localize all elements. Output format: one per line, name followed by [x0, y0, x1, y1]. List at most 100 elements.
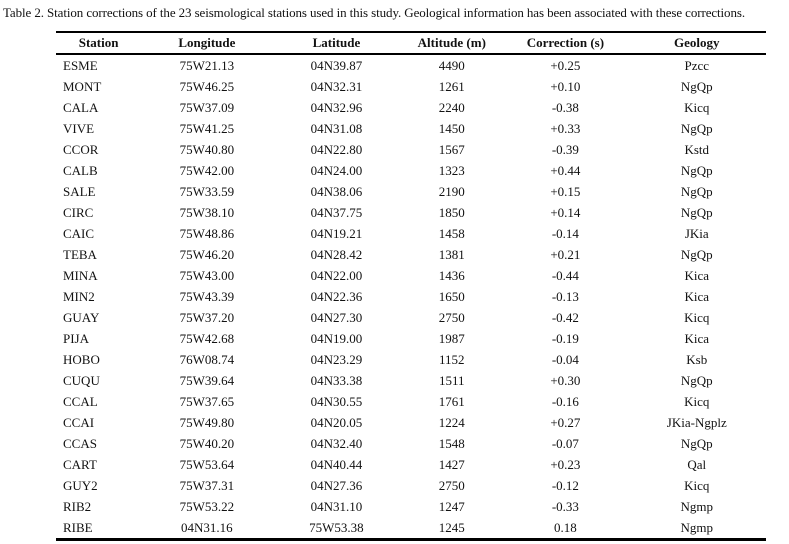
cell-geology: Kicq [684, 310, 710, 325]
cell-latitude: 04N40.44 [310, 457, 363, 472]
cell-altitude: 1458 [438, 226, 465, 241]
cell-station: CCAS [63, 436, 97, 451]
cell-longitude: 75W37.65 [179, 394, 235, 409]
cell-correction: +0.21 [550, 247, 581, 262]
cell-geology: Kicq [684, 478, 710, 493]
cell-station: CIRC [63, 205, 94, 220]
cell-altitude: 1567 [438, 142, 465, 157]
cell-altitude: 1381 [438, 247, 465, 262]
cell-correction: +0.27 [550, 415, 581, 430]
table-row: CCAL 75W37.65 04N30.55 1761 -0.16 Kicq [56, 391, 766, 412]
cell-station: RIB2 [63, 499, 92, 514]
cell-longitude: 75W40.80 [179, 142, 235, 157]
table-row: TEBA 75W46.20 04N28.42 1381 +0.21 NgQp [56, 244, 766, 265]
cell-latitude: 04N23.29 [310, 352, 363, 367]
cell-station: CALA [63, 100, 99, 115]
cell-geology: Kica [684, 331, 710, 346]
cell-correction: +0.15 [550, 184, 581, 199]
cell-altitude: 1436 [438, 268, 465, 283]
cell-correction: +0.44 [550, 163, 581, 178]
cell-latitude: 04N20.05 [310, 415, 363, 430]
cell-altitude: 1323 [438, 163, 465, 178]
cell-correction: -0.39 [551, 142, 579, 157]
cell-altitude: 1152 [439, 352, 465, 367]
cell-station: TEBA [63, 247, 97, 262]
table-caption: Table 2. Station corrections of the 23 s… [3, 5, 745, 20]
header-cell: Correction (s) [503, 31, 628, 55]
cell-correction: -0.33 [551, 499, 579, 514]
table-row: GUY2 75W37.31 04N27.36 2750 -0.12 Kicq [56, 475, 766, 496]
cell-correction: +0.30 [550, 373, 581, 388]
cell-longitude: 75W38.10 [179, 205, 235, 220]
cell-correction: +0.25 [550, 58, 581, 73]
cell-longitude: 75W49.80 [179, 415, 235, 430]
cell-altitude: 1548 [438, 436, 465, 451]
cell-longitude: 75W53.64 [179, 457, 235, 472]
cell-station: RIBE [56, 517, 142, 541]
cell-longitude: 75W41.25 [179, 121, 235, 136]
table-row: CCAS 75W40.20 04N32.40 1548 -0.07 NgQp [56, 433, 766, 454]
cell-geology: NgQp [680, 247, 713, 262]
cell-altitude: 2190 [438, 184, 465, 199]
cell-longitude: 75W40.20 [179, 436, 235, 451]
cell-altitude: 1511 [439, 373, 465, 388]
cell-latitude: 04N24.00 [310, 163, 363, 178]
cell-longitude: 75W53.22 [179, 499, 235, 514]
cell-longitude: 75W42.00 [179, 163, 235, 178]
header-cell: Longitude [141, 31, 273, 55]
cell-geology: NgQp [680, 436, 713, 451]
cell-geology: JKia [684, 226, 709, 241]
cell-station: CALB [63, 163, 98, 178]
cell-station: GUAY [63, 310, 100, 325]
cell-correction: -0.14 [551, 226, 579, 241]
cell-correction: +0.33 [550, 121, 581, 136]
cell-geology: NgQp [680, 184, 713, 199]
cell-correction: -0.44 [551, 268, 579, 283]
cell-geology: Kica [684, 289, 710, 304]
cell-latitude: 04N19.21 [310, 226, 363, 241]
cell-correction: +0.23 [550, 457, 581, 472]
cell-correction: -0.13 [551, 289, 579, 304]
cell-latitude: 75W53.38 [272, 517, 401, 541]
cell-altitude: 1650 [438, 289, 465, 304]
cell-correction: -0.07 [551, 436, 579, 451]
cell-station: CUQU [63, 373, 100, 388]
header-cell: Latitude [272, 31, 401, 55]
table-row: HOBO 76W08.74 04N23.29 1152 -0.04 Ksb [56, 349, 766, 370]
cell-altitude: 1427 [438, 457, 465, 472]
cell-geology: Pzcc [684, 58, 710, 73]
cell-altitude: 1261 [438, 79, 465, 94]
cell-altitude: 1761 [438, 394, 465, 409]
cell-latitude: 04N33.38 [310, 373, 363, 388]
cell-longitude: 04N31.16 [141, 517, 273, 541]
cell-latitude: 04N19.00 [310, 331, 363, 346]
cell-station: SALE [63, 184, 96, 199]
cell-latitude: 04N22.36 [310, 289, 363, 304]
cell-geology: JKia-Ngplz [666, 415, 727, 430]
cell-longitude: 75W37.09 [179, 100, 235, 115]
table-row: MIN2 75W43.39 04N22.36 1650 -0.13 Kica [56, 286, 766, 307]
cell-longitude: 75W33.59 [179, 184, 235, 199]
table-row: CUQU 75W39.64 04N33.38 1511 +0.30 NgQp [56, 370, 766, 391]
header-row: Station Longitude Latitude Altitude (m) … [56, 31, 766, 55]
cell-station: CAIC [63, 226, 95, 241]
cell-latitude: 04N31.10 [310, 499, 363, 514]
cell-longitude: 75W37.31 [179, 478, 235, 493]
cell-geology: NgQp [680, 205, 713, 220]
cell-station: CCAL [63, 394, 98, 409]
cell-latitude: 04N27.36 [310, 478, 363, 493]
cell-longitude: 75W43.00 [179, 268, 235, 283]
cell-geology: NgQp [680, 373, 713, 388]
cell-station: PIJA [63, 331, 90, 346]
cell-longitude: 75W48.86 [179, 226, 235, 241]
table-header: Station Longitude Latitude Altitude (m) … [56, 31, 766, 55]
cell-geology: Kicq [684, 100, 710, 115]
cell-station: HOBO [63, 352, 100, 367]
cell-station: CCOR [63, 142, 99, 157]
cell-correction: +0.14 [550, 205, 581, 220]
cell-longitude: 75W37.20 [179, 310, 235, 325]
table-row: CART 75W53.64 04N40.44 1427 +0.23 Qal [56, 454, 766, 475]
cell-longitude: 75W43.39 [179, 289, 235, 304]
cell-altitude: 4490 [438, 58, 465, 73]
header-cell: Station [56, 31, 142, 55]
